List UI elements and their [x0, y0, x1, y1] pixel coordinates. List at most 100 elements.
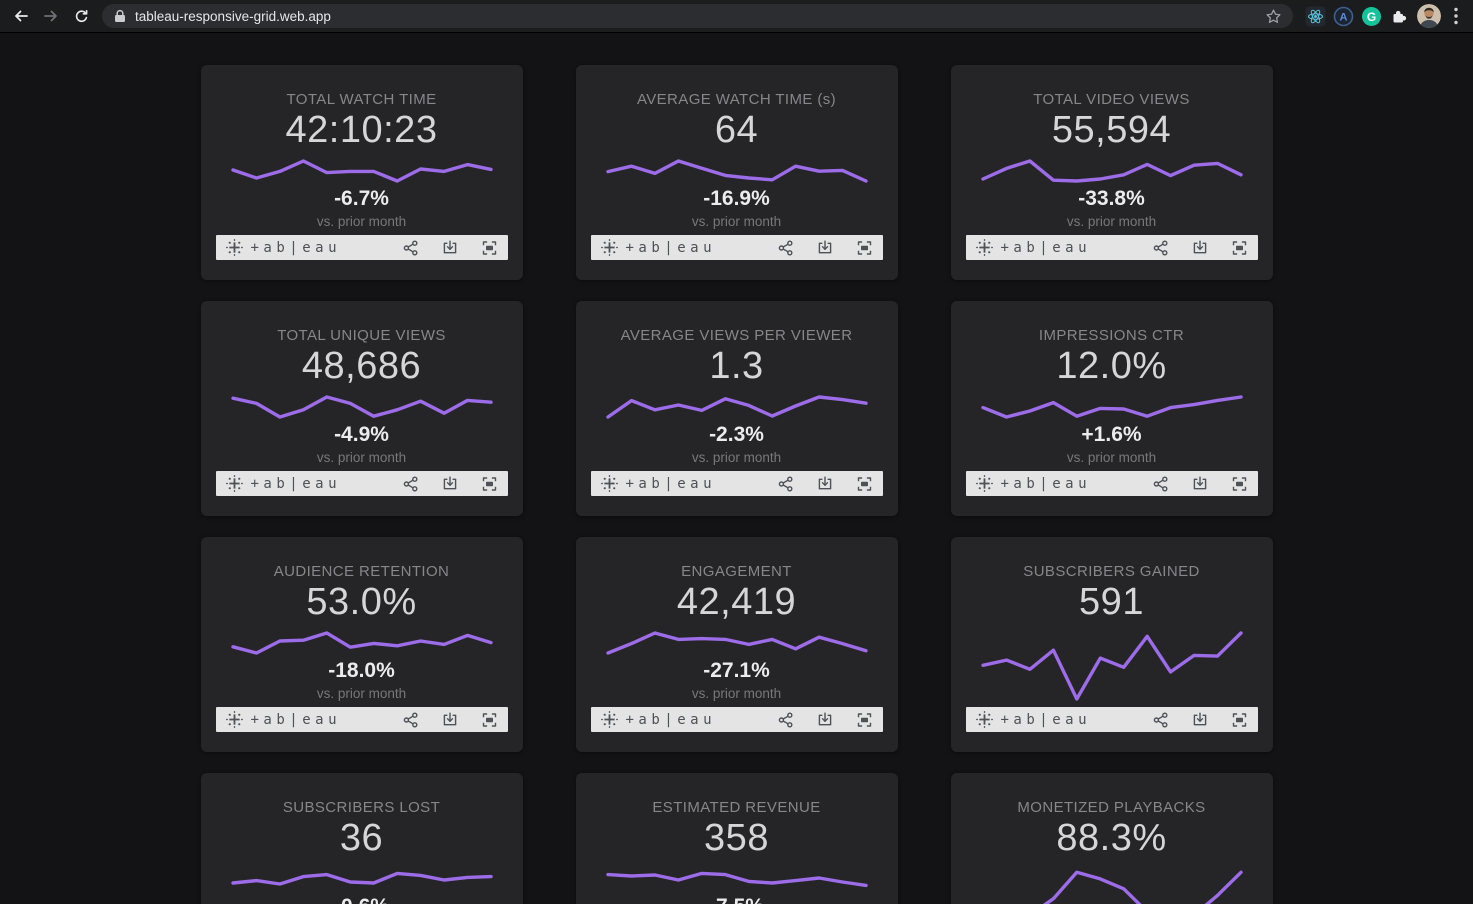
share-icon — [403, 711, 418, 728]
share-button[interactable] — [1152, 239, 1170, 257]
avatar-image — [1417, 4, 1441, 28]
svg-text:G: G — [1366, 9, 1375, 23]
kpi-change-period: vs. prior month — [691, 449, 782, 465]
forward-button[interactable] — [36, 2, 66, 30]
share-button[interactable] — [1152, 475, 1170, 493]
share-button[interactable] — [777, 239, 795, 257]
fullscreen-button[interactable] — [855, 239, 874, 257]
share-button[interactable] — [402, 239, 420, 257]
tableau-toolbar: +ab|eau — [215, 707, 508, 732]
tableau-sparkle-icon — [600, 711, 618, 728]
kpi-card: AVERAGE VIEWS PER VIEWER 1.3 -2.3% vs. p… — [575, 301, 898, 516]
download-button[interactable] — [1191, 475, 1209, 493]
kpi-title: ENGAGEMENT — [681, 563, 792, 580]
fullscreen-button[interactable] — [1230, 711, 1249, 729]
download-button[interactable] — [816, 239, 834, 257]
share-icon — [778, 239, 793, 256]
kpi-change-period: vs. prior month — [1066, 449, 1157, 465]
tableau-wordmark: +ab|eau — [625, 711, 717, 728]
kpi-change: -4.9% — [334, 422, 389, 446]
tableau-wordmark: +ab|eau — [1000, 475, 1092, 492]
kpi-title: SUBSCRIBERS LOST — [282, 799, 441, 816]
bookmark-button[interactable] — [1261, 4, 1285, 28]
download-button[interactable] — [816, 475, 834, 493]
tableau-sparkle-icon — [225, 475, 243, 492]
kpi-value: 53.0% — [306, 581, 417, 623]
tableau-logo-link[interactable]: +ab|eau — [225, 238, 342, 257]
tableau-logo-link[interactable]: +ab|eau — [600, 238, 717, 257]
reload-button[interactable] — [66, 2, 96, 30]
svg-text:A: A — [1339, 11, 1347, 23]
fullscreen-button[interactable] — [1230, 475, 1249, 493]
tableau-logo-link[interactable]: +ab|eau — [975, 238, 1092, 257]
kpi-value: 42:10:23 — [285, 109, 438, 151]
download-icon — [818, 476, 831, 489]
kpi-change: -0.6% — [201, 895, 523, 904]
tableau-toolbar-actions — [777, 475, 874, 493]
download-button[interactable] — [1191, 711, 1209, 729]
fullscreen-button[interactable] — [480, 475, 499, 493]
download-button[interactable] — [816, 711, 834, 729]
tableau-toolbar: +ab|eau — [590, 235, 883, 260]
tableau-toolbar-actions — [1152, 711, 1249, 729]
tableau-toolbar-actions — [402, 711, 499, 729]
kpi-value: 55,594 — [1051, 109, 1172, 151]
tableau-wordmark: +ab|eau — [250, 239, 342, 256]
fullscreen-button[interactable] — [1230, 239, 1249, 257]
kpi-change: -2.3% — [709, 422, 764, 446]
kpi-title: TOTAL WATCH TIME — [286, 91, 437, 108]
download-button[interactable] — [441, 239, 459, 257]
grammarly-icon: G — [1361, 6, 1381, 26]
fullscreen-button[interactable] — [855, 711, 874, 729]
tableau-logo-link[interactable]: +ab|eau — [975, 474, 1092, 493]
fullscreen-button[interactable] — [480, 711, 499, 729]
download-button[interactable] — [441, 711, 459, 729]
kpi-value: 358 — [704, 817, 769, 859]
kpi-value: 12.0% — [1056, 345, 1167, 387]
extensions-button[interactable] — [1385, 2, 1413, 30]
download-button[interactable] — [441, 475, 459, 493]
sparkline-chart — [230, 871, 493, 886]
kpi-card: MONETIZED PLAYBACKS 88.3% +ab|eau — [950, 773, 1273, 904]
kpi-value: 591 — [1079, 581, 1144, 623]
download-icon — [443, 476, 456, 489]
share-button[interactable] — [1152, 711, 1170, 729]
kpi-title: AVERAGE WATCH TIME (s) — [636, 91, 837, 108]
sparkline-chart — [230, 158, 493, 183]
fullscreen-icon — [482, 712, 496, 727]
kpi-change-period: vs. prior month — [316, 685, 407, 701]
browser-menu-button[interactable] — [1445, 2, 1467, 30]
download-button[interactable] — [1191, 239, 1209, 257]
share-button[interactable] — [777, 711, 795, 729]
share-button[interactable] — [402, 711, 420, 729]
tableau-logo-link[interactable]: +ab|eau — [975, 710, 1092, 729]
share-button[interactable] — [402, 475, 420, 493]
tableau-logo-link[interactable]: +ab|eau — [225, 474, 342, 493]
fullscreen-button[interactable] — [855, 475, 874, 493]
tableau-logo-link[interactable]: +ab|eau — [600, 710, 717, 729]
react-devtools-extension[interactable] — [1301, 2, 1329, 30]
browser-toolbar: tableau-responsive-grid.web.app A G — [0, 0, 1473, 33]
grammarly-extension[interactable]: G — [1357, 2, 1385, 30]
sparkline-chart — [980, 158, 1243, 183]
tableau-logo-link[interactable]: +ab|eau — [225, 710, 342, 729]
fullscreen-button[interactable] — [480, 239, 499, 257]
kpi-card: AVERAGE WATCH TIME (s) 64 -16.9% vs. pri… — [575, 65, 898, 280]
tableau-toolbar-actions — [402, 239, 499, 257]
tableau-logo-link[interactable]: +ab|eau — [600, 474, 717, 493]
a-badge-extension[interactable]: A — [1329, 2, 1357, 30]
address-bar[interactable]: tableau-responsive-grid.web.app — [102, 4, 1293, 28]
kpi-title: ESTIMATED REVENUE — [652, 799, 821, 816]
sparkline-chart — [230, 394, 493, 419]
fullscreen-icon — [857, 712, 871, 727]
share-icon — [778, 711, 793, 728]
sparkline-chart — [980, 630, 1243, 701]
kpi-card-grid: TOTAL WATCH TIME 42:10:23 -6.7% vs. prio… — [0, 33, 1473, 904]
fullscreen-icon — [857, 240, 871, 255]
profile-avatar[interactable] — [1417, 4, 1441, 28]
tableau-sparkle-icon — [600, 239, 618, 256]
tableau-toolbar-actions — [1152, 239, 1249, 257]
back-button[interactable] — [6, 2, 36, 30]
share-button[interactable] — [777, 475, 795, 493]
sparkline-chart — [1041, 870, 1243, 904]
